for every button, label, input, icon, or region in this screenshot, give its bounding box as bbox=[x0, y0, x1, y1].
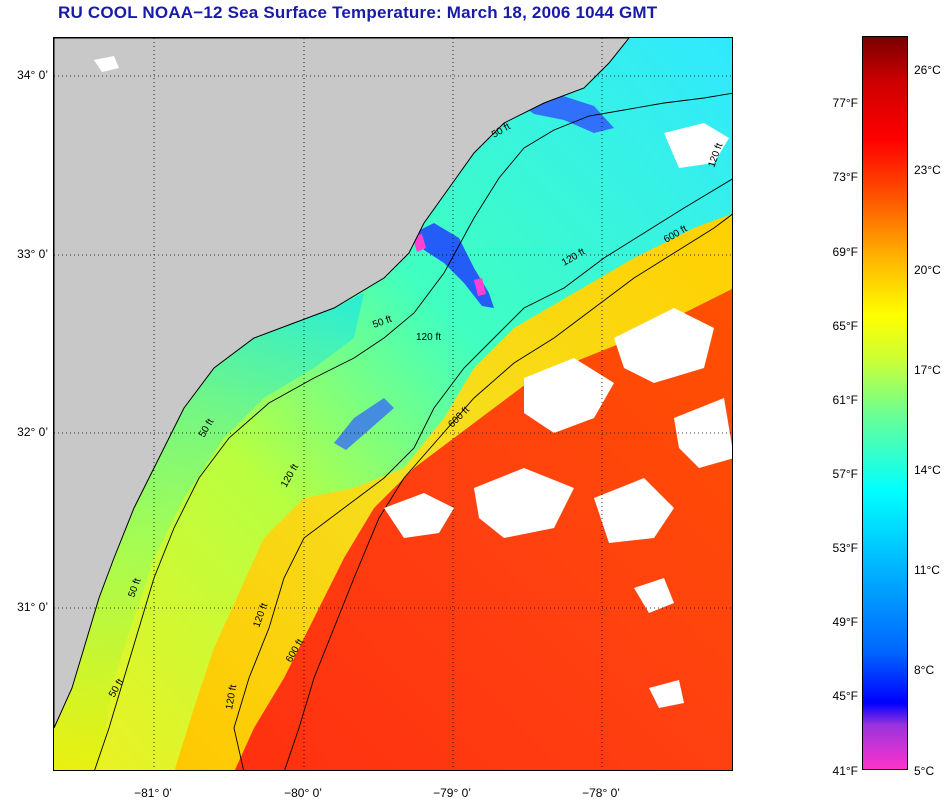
fahrenheit-label-69: 69°F bbox=[832, 245, 858, 259]
lat-label-34: 34° 0’ bbox=[17, 68, 48, 82]
celsius-label-8: 8°C bbox=[914, 663, 935, 677]
temperature-colorbar bbox=[862, 36, 908, 770]
celsius-label-23: 23°C bbox=[914, 163, 941, 177]
celsius-label-17: 17°C bbox=[914, 363, 941, 377]
map-title: RU COOL NOAA−12 Sea Surface Temperature:… bbox=[58, 3, 658, 22]
sst-map-canvas: 50 ft 50 ft 50 ft 50 ft 50 ft 120 ft 120… bbox=[54, 38, 732, 770]
cloud-cover bbox=[94, 56, 732, 708]
cold-plume bbox=[414, 223, 494, 308]
graticule bbox=[54, 38, 732, 770]
celsius-label-26: 26°C bbox=[914, 63, 941, 77]
fahrenheit-label-73: 73°F bbox=[832, 170, 858, 184]
sst-map[interactable]: 50 ft 50 ft 50 ft 50 ft 50 ft 120 ft 120… bbox=[53, 37, 733, 771]
coastline bbox=[54, 38, 630, 729]
lat-label-31: 31° 0’ bbox=[17, 600, 48, 614]
fahrenheit-label-49: 49°F bbox=[832, 615, 858, 629]
lon-label-79: −79° 0’ bbox=[433, 786, 471, 800]
celsius-label-5: 5°C bbox=[914, 764, 935, 778]
celsius-label-14: 14°C bbox=[914, 463, 941, 477]
lon-label-81: −81° 0’ bbox=[134, 786, 172, 800]
lon-label-78: −78° 0’ bbox=[582, 786, 620, 800]
isobath-600ft bbox=[284, 213, 732, 770]
lon-label-80: −80° 0’ bbox=[284, 786, 322, 800]
lat-label-32: 32° 0’ bbox=[17, 425, 48, 439]
fahrenheit-label-41: 41°F bbox=[832, 764, 858, 778]
fahrenheit-label-61: 61°F bbox=[832, 393, 858, 407]
coastal-cold-streak bbox=[334, 398, 394, 450]
fahrenheit-label-53: 53°F bbox=[832, 541, 858, 555]
celsius-label-20: 20°C bbox=[914, 263, 941, 277]
isobath-120ft bbox=[233, 178, 732, 770]
fahrenheit-label-57: 57°F bbox=[832, 467, 858, 481]
isobath-50ft bbox=[94, 92, 732, 770]
isobath-label-120-south-3: 120 ft bbox=[224, 684, 239, 711]
cold-plume-core-2 bbox=[474, 278, 486, 296]
gulf-stream-water bbox=[234, 289, 732, 770]
lat-label-33: 33° 0’ bbox=[17, 247, 48, 261]
fahrenheit-label-45: 45°F bbox=[832, 689, 858, 703]
nearshore-water bbox=[54, 293, 364, 770]
isobath-label-120-mid: 120 ft bbox=[416, 332, 441, 343]
fahrenheit-label-77: 77°F bbox=[832, 96, 858, 110]
fahrenheit-label-65: 65°F bbox=[832, 319, 858, 333]
celsius-label-11: 11°C bbox=[914, 563, 940, 577]
